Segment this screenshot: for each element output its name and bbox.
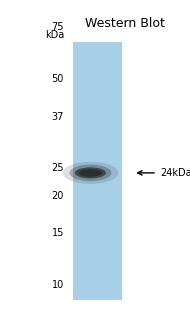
Text: Western Blot: Western Blot — [85, 17, 165, 30]
Text: 10: 10 — [52, 280, 64, 290]
FancyBboxPatch shape — [73, 42, 122, 300]
Text: 15: 15 — [52, 228, 64, 238]
Ellipse shape — [63, 162, 118, 184]
Text: 25: 25 — [51, 163, 64, 173]
Text: 24kDa: 24kDa — [161, 168, 190, 178]
Text: 20: 20 — [52, 191, 64, 201]
Ellipse shape — [70, 165, 111, 181]
Text: 37: 37 — [52, 112, 64, 122]
Text: 75: 75 — [51, 22, 64, 32]
Text: 50: 50 — [52, 74, 64, 84]
Text: kDa: kDa — [45, 30, 64, 40]
Ellipse shape — [75, 167, 106, 178]
Ellipse shape — [79, 169, 102, 177]
